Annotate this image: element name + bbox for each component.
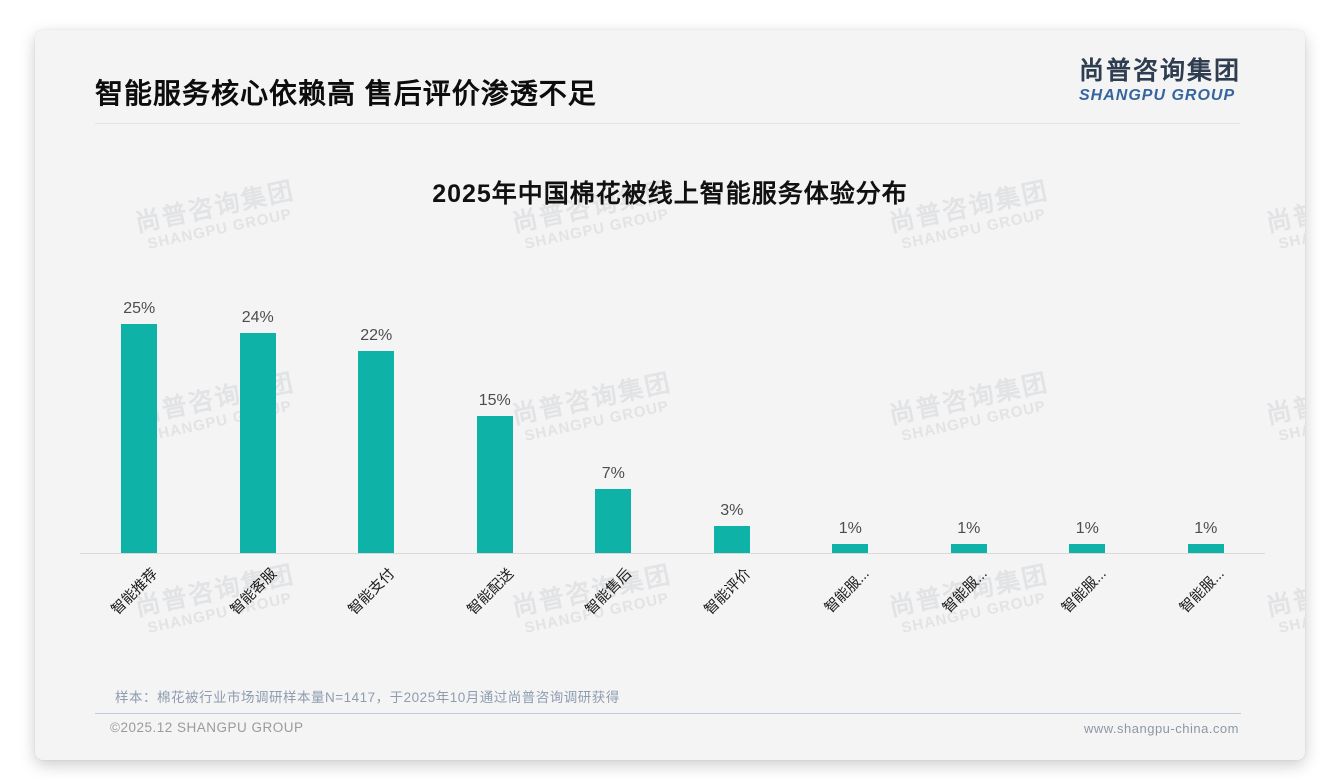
watermark-cn: 尚普咨询集团 (1263, 368, 1305, 430)
logo-english-text: SHANGPU GROUP (1078, 87, 1236, 104)
watermark-en: SHANGPU GROUP (146, 205, 294, 253)
page-title: 智能服务核心依赖高 售后评价渗透不足 (95, 78, 597, 109)
plot-area: 25% 24% 22% 15% 7% 3% 1% 1% 1% 1% (80, 293, 1265, 554)
watermark-cn: 尚普咨询集团 (1263, 560, 1305, 622)
bar-slot: 7% (554, 293, 673, 553)
header-divider (95, 123, 1240, 124)
watermark-en: SHANGPU GROUP (523, 205, 671, 253)
category-label: 智能服... (1058, 565, 1110, 617)
bar (1069, 544, 1106, 553)
category-label: 智能评价 (701, 565, 754, 619)
category-label: 智能客服 (227, 565, 280, 619)
footer-copyright: ©2025.12 SHANGPU GROUP (110, 720, 304, 735)
bar-value-label: 1% (957, 520, 981, 537)
category-label: 智能服... (940, 565, 991, 617)
bar-slot: 22% (317, 293, 436, 553)
watermark-en: SHANGPU GROUP (1277, 206, 1305, 253)
category-label: 智能配送 (464, 565, 517, 619)
bar-value-label: 1% (1194, 520, 1218, 537)
bar-value-label: 7% (601, 465, 625, 482)
bar-slot: 1% (910, 293, 1029, 553)
bar-slot: 15% (436, 293, 555, 553)
category-label: 智能支付 (346, 565, 399, 619)
bar (1187, 544, 1224, 553)
watermark-en: SHANGPU GROUP (1277, 398, 1305, 445)
footer-website: www.shangpu-china.com (1083, 721, 1239, 736)
bar-slot: 1% (1028, 293, 1147, 553)
bar-value-label: 1% (1075, 520, 1099, 537)
bar-slot: 25% (80, 293, 199, 553)
bar (832, 544, 869, 553)
sample-note: 样本：棉花被行业市场调研样本量N=1417，于2025年10月通过尚普咨询调研获… (115, 690, 620, 705)
bar-slot: 1% (1147, 293, 1266, 553)
watermark-en: SHANGPU GROUP (1277, 590, 1305, 637)
watermark-en: SHANGPU GROUP (900, 205, 1048, 253)
bar (950, 544, 987, 553)
bar-value-label: 15% (478, 392, 511, 409)
bar-value-label: 22% (360, 327, 393, 344)
category-label: 智能售后 (583, 565, 636, 619)
logo-chinese-text: 尚普咨询集团 (1078, 57, 1241, 85)
bar-slot: 1% (791, 293, 910, 553)
category-label: 智能服... (1177, 565, 1228, 617)
watermark-cn: 尚普咨询集团 (132, 560, 298, 622)
bar-slot: 24% (199, 293, 318, 553)
bar (121, 324, 158, 553)
bar-slot: 3% (673, 293, 792, 553)
bar-value-label: 3% (720, 502, 744, 519)
bar-value-label: 25% (123, 300, 156, 317)
footer-divider (95, 713, 1241, 714)
company-logo: 尚普咨询集团 SHANGPU GROUP (1079, 56, 1241, 105)
watermark-en: SHANGPU GROUP (146, 589, 294, 637)
bar (239, 333, 276, 553)
category-label: 智能服... (821, 565, 873, 617)
chart-title: 2025年中国棉花被线上智能服务体验分布 (432, 180, 908, 208)
bar (713, 526, 750, 553)
bar-value-label: 1% (838, 520, 862, 537)
bar (476, 416, 513, 553)
bar (358, 351, 395, 553)
bar-value-label: 24% (241, 309, 274, 326)
slide-card: 尚普咨询集团 SHANGPU GROUP 尚普咨询集团 SHANGPU GROUP 尚普… (35, 30, 1305, 760)
bar (595, 489, 632, 553)
category-label: 智能推荐 (109, 565, 162, 619)
